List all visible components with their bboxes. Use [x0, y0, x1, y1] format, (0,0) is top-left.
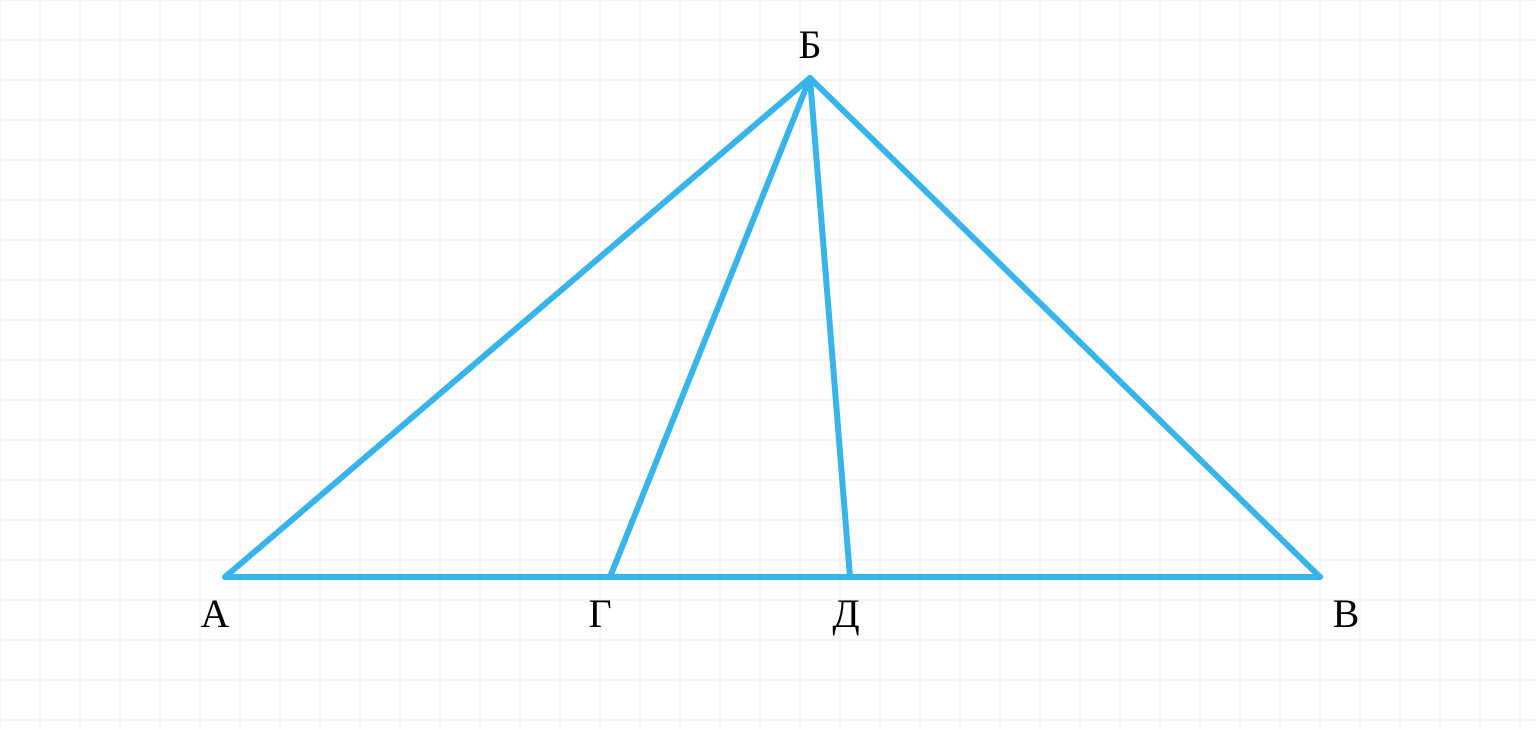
edge-B-D: [810, 78, 850, 577]
vertex-label-V: В: [1333, 591, 1360, 636]
geometry-diagram: А Б В Г Д: [0, 0, 1536, 729]
grid-layer: [0, 0, 1536, 729]
vertex-label-A: А: [201, 591, 230, 636]
labels-layer: А Б В Г Д: [201, 22, 1360, 636]
edges-layer: [225, 78, 1320, 577]
vertex-label-G: Г: [588, 591, 611, 636]
edge-B-V: [810, 78, 1320, 577]
vertex-label-D: Д: [832, 591, 859, 636]
vertex-label-B: Б: [799, 22, 822, 67]
edge-A-B: [225, 78, 810, 577]
